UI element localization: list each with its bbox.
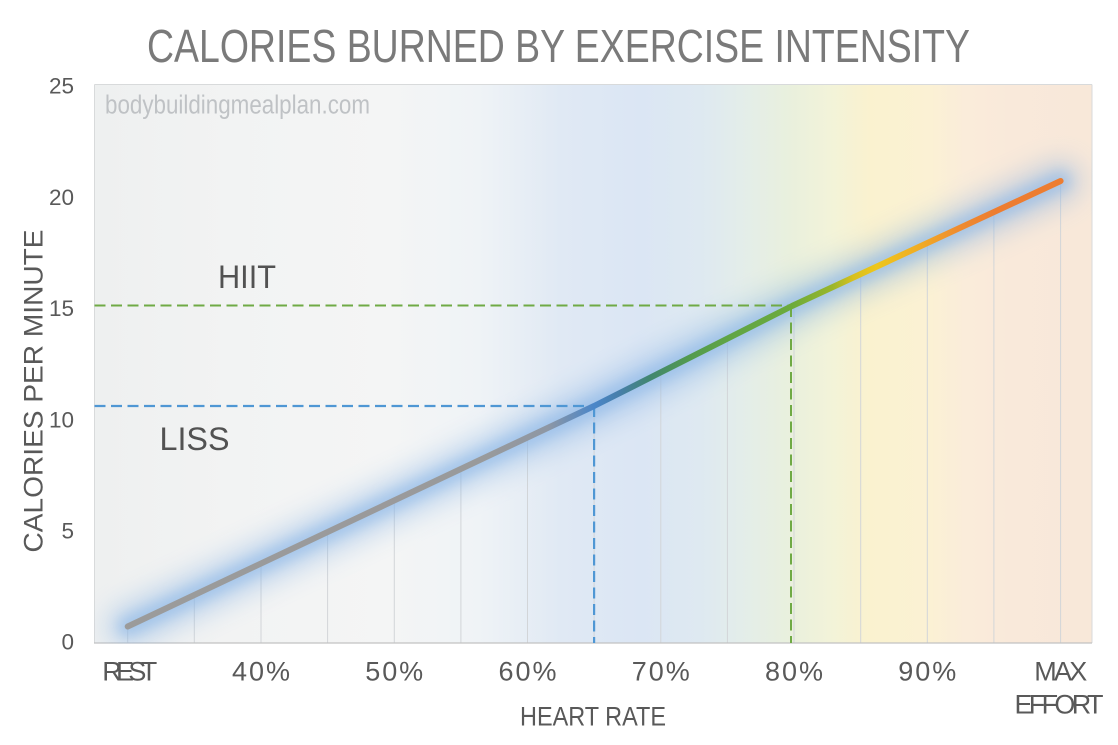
svg-text:5: 5 [61,519,74,544]
svg-text:EFFORT: EFFORT [1015,690,1104,720]
svg-text:10: 10 [49,407,74,432]
svg-text:90%: 90% [898,657,956,687]
svg-text:25: 25 [49,74,74,99]
svg-text:MAX: MAX [1034,657,1087,687]
svg-text:15: 15 [49,296,74,321]
svg-text:40%: 40% [232,657,290,687]
svg-text:bodybuildingmealplan.com: bodybuildingmealplan.com [105,92,370,120]
svg-text:70%: 70% [632,657,690,687]
svg-text:HEART RATE: HEART RATE [520,702,666,732]
svg-text:80%: 80% [765,657,823,687]
svg-text:60%: 60% [499,657,557,687]
svg-text:20: 20 [49,185,74,210]
svg-text:LISS: LISS [160,421,230,457]
svg-text:HIIT: HIIT [218,259,276,295]
svg-text:CALORIES PER MINUTE: CALORIES PER MINUTE [19,230,49,553]
svg-text:50%: 50% [365,657,423,687]
svg-text:0: 0 [61,630,74,655]
svg-text:REST: REST [102,657,157,687]
svg-text:CALORIES BURNED BY EXERCISE IN: CALORIES BURNED BY EXERCISE INTENSITY [147,20,970,72]
